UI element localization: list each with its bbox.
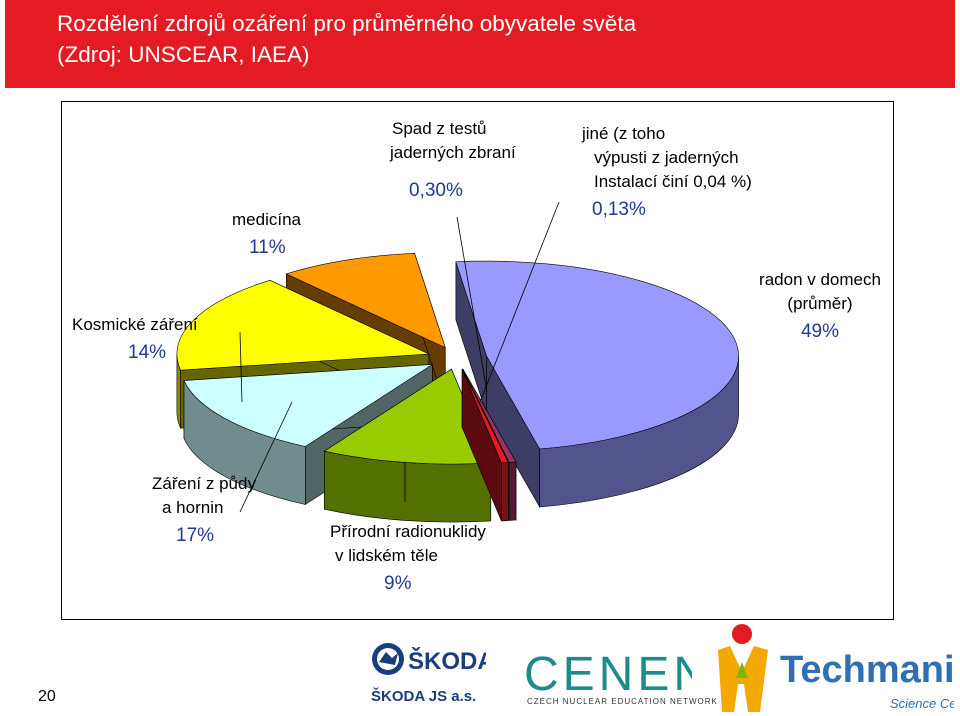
slice-label-jine: jiné (z toho výpusti z jaderných Instalací… xyxy=(479,124,752,403)
techmania-head-icon xyxy=(732,624,752,644)
cenen-caption: CZECH NUCLEAR EDUCATION NETWORK xyxy=(527,697,718,706)
pie-slice-radon xyxy=(455,260,739,509)
slice-label-text: jaderných zbraní xyxy=(389,143,516,162)
techmania-caption: Science Center xyxy=(890,696,954,711)
title-line-2: (Zdroj: UNSCEAR, IAEA) xyxy=(57,42,310,67)
skoda-caption: ŠKODA JS a.s. xyxy=(371,688,477,705)
slice-label-text: radon v domech xyxy=(759,270,881,289)
slice-label-text: jiné (z toho xyxy=(581,124,665,143)
cenen-wordmark: CENEN xyxy=(524,648,692,701)
slice-label-prirodni: Přírodní radionuklidy v lidském těle 9% xyxy=(330,462,486,594)
chart-frame: radon v domech (průměr) 49% jiné (z toho výp… xyxy=(61,101,894,620)
slice-label-text: Záření z půdy xyxy=(152,474,256,493)
slice-label-medicina: medicína 11% xyxy=(232,210,302,258)
techmania-figure-icon xyxy=(718,646,768,712)
slice-label-kosmicke: Kosmické záření 14% xyxy=(72,315,243,403)
slice-label-text: Kosmické záření xyxy=(72,315,198,334)
slice-label-text: v lidském těle xyxy=(335,546,438,565)
slice-label-radon: radon v domech (průměr) 49% xyxy=(759,270,881,342)
slice-value-jine: 0,13% xyxy=(592,199,646,220)
leader-line-puda xyxy=(239,401,293,513)
slice-label-text: Instalací činí 0,04 %) xyxy=(594,172,752,191)
skoda-wordmark: ŠKODA xyxy=(408,647,486,675)
slice-value-kosmicke: 14% xyxy=(128,342,166,363)
slice-label-text: Přírodní radionuklidy xyxy=(330,522,486,541)
slice-value-radon: 49% xyxy=(801,321,839,342)
leader-line-kosmicke xyxy=(239,331,243,403)
slice-value-puda: 17% xyxy=(176,525,214,546)
title-banner: Rozdělení zdrojů ozáření pro průměrného … xyxy=(5,0,955,88)
slice-value-medicina: 11% xyxy=(249,237,286,258)
page-number: 20 xyxy=(38,688,56,705)
cenen-logo: CENEN xyxy=(524,648,692,701)
pie-chart: radon v domech (průměr) 49% jiné (z toho výp… xyxy=(72,119,881,594)
slice-label-puda: Záření z půdy a hornin 17% xyxy=(152,401,293,546)
leader-line-spad xyxy=(456,216,488,393)
techmania-logo: Techmania Science Center xyxy=(718,624,954,712)
skoda-logo: ŠKODA xyxy=(372,643,486,675)
slice-label-text: medicína xyxy=(232,210,302,229)
slice-label-spad: Spad z testů jaderných zbraní 0,30% xyxy=(389,119,516,393)
slice-value-spad: 0,30% xyxy=(409,180,463,201)
slice-value-prirodni: 9% xyxy=(384,573,412,594)
slice-label-text: (průměr) xyxy=(787,294,852,313)
techmania-wordmark: Techmania xyxy=(780,649,954,691)
slice-label-text: Spad z testů xyxy=(392,119,487,138)
slice-label-text: výpusti z jaderných xyxy=(594,148,739,167)
pie-slice-spad xyxy=(461,369,509,522)
leader-line-jine xyxy=(479,201,560,403)
title-line-1: Rozdělení zdrojů ozáření pro průměrného … xyxy=(57,11,637,36)
slice-label-text: a hornin xyxy=(162,498,223,517)
pie-slice-medicina xyxy=(323,368,492,523)
